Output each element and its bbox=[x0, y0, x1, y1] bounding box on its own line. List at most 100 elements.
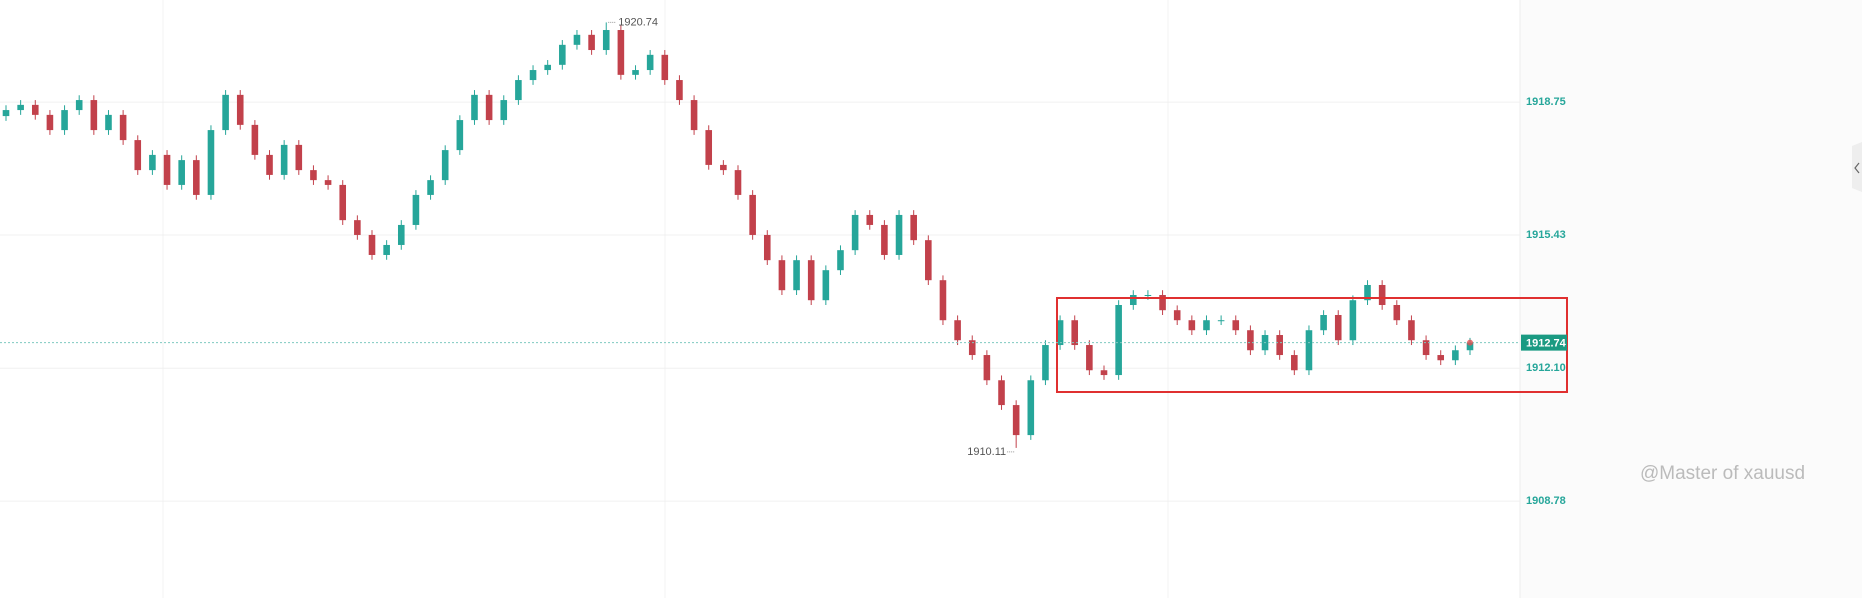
candle-body bbox=[397, 224, 405, 245]
candle-body bbox=[617, 30, 625, 75]
candle-body bbox=[61, 110, 68, 131]
candle-body bbox=[427, 180, 434, 195]
candle-body bbox=[588, 34, 595, 51]
candle-body bbox=[1100, 370, 1108, 376]
candle-body bbox=[1291, 355, 1298, 371]
candle-body bbox=[134, 140, 142, 171]
last-price-box bbox=[1521, 334, 1567, 351]
candle-body bbox=[412, 194, 420, 225]
candle-body bbox=[939, 280, 947, 321]
candle-body bbox=[632, 70, 639, 75]
price-axis-area bbox=[1520, 0, 1862, 598]
candle-body bbox=[968, 340, 976, 356]
candle-body bbox=[236, 94, 244, 125]
candle-body bbox=[690, 100, 698, 131]
candle-body bbox=[178, 160, 185, 185]
candle-body bbox=[720, 164, 727, 171]
candle-body bbox=[207, 130, 215, 195]
candle-body bbox=[837, 250, 844, 271]
candle-body bbox=[383, 244, 390, 255]
candle-body bbox=[749, 194, 756, 235]
candle-body bbox=[866, 214, 874, 225]
candle-body bbox=[1159, 294, 1166, 311]
candle-body bbox=[105, 114, 112, 131]
side-tab-arrow bbox=[1854, 162, 1860, 174]
candle-body bbox=[1437, 355, 1445, 361]
candle-body bbox=[1276, 335, 1283, 356]
candle-body bbox=[75, 100, 83, 111]
candle-body bbox=[734, 170, 742, 195]
candle-body bbox=[1056, 320, 1064, 346]
candle-body bbox=[1247, 330, 1254, 351]
candle-body bbox=[324, 180, 332, 185]
candle-body bbox=[17, 104, 24, 111]
candle-body bbox=[1027, 380, 1035, 436]
candle-body bbox=[559, 44, 566, 65]
candle-body bbox=[46, 114, 54, 131]
candle-body bbox=[1466, 342, 1474, 351]
candle-body bbox=[149, 154, 156, 171]
candle-body bbox=[676, 80, 683, 101]
candle-body bbox=[925, 240, 932, 281]
candle-body bbox=[763, 234, 771, 261]
candle-body bbox=[544, 64, 551, 71]
y-tick-label: 1912.10 bbox=[1526, 362, 1566, 374]
candle-body bbox=[163, 154, 171, 185]
candle-body bbox=[1364, 284, 1371, 301]
candle-body bbox=[1349, 300, 1357, 341]
candle-body bbox=[1334, 315, 1342, 341]
candle-body bbox=[222, 94, 229, 131]
candle-body bbox=[1188, 320, 1196, 331]
last-price-label: 1912.74 bbox=[1526, 338, 1567, 350]
y-tick-label: 1915.43 bbox=[1526, 229, 1566, 241]
candle-body bbox=[1378, 284, 1386, 306]
overlay: 1920.74 1910.11 1912.74 bbox=[0, 16, 1567, 458]
candle-body bbox=[1232, 320, 1240, 331]
candle-body bbox=[500, 100, 508, 121]
candle-body bbox=[705, 130, 713, 165]
candle-body bbox=[251, 124, 259, 155]
candle-body bbox=[456, 120, 464, 151]
candle-body bbox=[90, 100, 98, 131]
candle-body bbox=[1320, 315, 1327, 331]
candle-body bbox=[602, 30, 610, 51]
candle-body bbox=[31, 104, 39, 115]
candle-body bbox=[851, 214, 859, 251]
candle-body bbox=[193, 160, 200, 195]
candle-body bbox=[529, 70, 537, 81]
candle-body bbox=[983, 355, 991, 381]
candle-body bbox=[471, 94, 478, 121]
candle-body bbox=[485, 94, 493, 121]
candle-body bbox=[1042, 345, 1049, 381]
candle-body bbox=[295, 144, 303, 171]
grid: 1918.75 1915.43 1912.10 1908.78 bbox=[0, 96, 1566, 507]
candle-body bbox=[646, 54, 654, 71]
candle-body bbox=[1393, 305, 1401, 321]
candle-body bbox=[266, 154, 273, 175]
candle-body bbox=[310, 170, 317, 181]
candle-body bbox=[368, 234, 376, 255]
watermark: @Master of xauusd bbox=[1640, 463, 1805, 484]
y-tick-label: 1918.75 bbox=[1526, 96, 1566, 108]
candle-body bbox=[1217, 320, 1225, 322]
candle-body bbox=[910, 214, 917, 241]
side-tab[interactable] bbox=[1852, 142, 1862, 192]
candle-body bbox=[1422, 340, 1430, 356]
candle-body bbox=[339, 184, 347, 221]
candle-body bbox=[881, 224, 888, 255]
candle-body bbox=[1012, 405, 1020, 436]
candle-body bbox=[1305, 330, 1313, 371]
candle-body bbox=[573, 34, 581, 45]
candle-body bbox=[354, 220, 361, 235]
candle-body bbox=[2, 110, 10, 117]
candle-body bbox=[1203, 320, 1210, 331]
candle-body bbox=[1173, 310, 1181, 321]
candle-body bbox=[1408, 320, 1415, 341]
candle-body bbox=[807, 260, 815, 301]
candle-body bbox=[280, 144, 288, 175]
candle-body bbox=[1452, 350, 1459, 361]
candle-body bbox=[998, 380, 1005, 406]
candle-body bbox=[778, 260, 786, 291]
